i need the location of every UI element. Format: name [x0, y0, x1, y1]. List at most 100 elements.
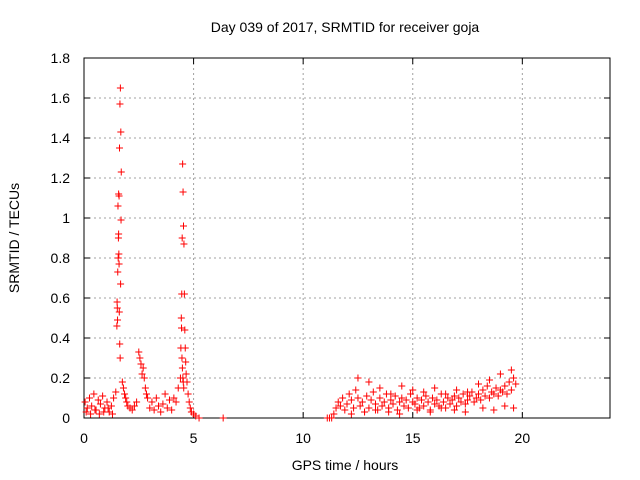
data-point [112, 388, 120, 396]
data-point [378, 402, 386, 410]
data-point [428, 394, 436, 402]
data-point [117, 168, 125, 176]
data-point [437, 404, 445, 412]
data-point [461, 408, 469, 416]
data-point [439, 398, 447, 406]
data-point [339, 394, 347, 402]
y-tick-label: 0 [62, 410, 70, 426]
data-point [219, 414, 227, 422]
data-point [510, 404, 518, 412]
data-point [393, 406, 401, 414]
data-point [431, 400, 439, 408]
data-point [475, 380, 482, 388]
data-point [453, 402, 461, 410]
data-point [492, 384, 500, 392]
data-point [148, 398, 156, 406]
data-point [178, 234, 186, 242]
data-point [444, 394, 452, 402]
data-point [85, 394, 93, 402]
data-point [345, 390, 353, 398]
data-point [503, 390, 511, 398]
x-tick-label: 10 [295, 430, 311, 446]
plot-border [83, 57, 611, 419]
data-point [505, 378, 513, 386]
data-point [420, 402, 428, 410]
data-point [347, 396, 355, 404]
data-point [179, 188, 187, 196]
data-point [470, 398, 478, 406]
data-point [184, 390, 192, 398]
data-point [116, 144, 124, 152]
data-point [341, 406, 349, 414]
x-axis-label: GPS time / hours [292, 457, 399, 473]
data-point [135, 348, 143, 356]
data-point [114, 254, 122, 262]
data-point [91, 406, 99, 414]
data-point [119, 384, 127, 392]
data-point [356, 402, 364, 410]
data-point [485, 376, 493, 384]
data-point [371, 406, 379, 414]
data-point [431, 384, 439, 392]
data-point [464, 388, 472, 396]
data-point [168, 406, 176, 414]
y-tick-label: 1 [62, 210, 70, 226]
data-point [96, 400, 104, 408]
y-tick-label: 1.8 [51, 50, 71, 66]
data-point [426, 408, 434, 416]
data-point [82, 408, 90, 416]
data-point [185, 398, 193, 406]
data-point [371, 400, 379, 408]
x-tick-label: 5 [190, 430, 198, 446]
data-point [178, 364, 186, 372]
data-point [146, 404, 154, 412]
data-point [113, 298, 121, 306]
data-point [398, 394, 406, 402]
data-point [413, 394, 421, 402]
data-point [402, 396, 410, 404]
data-point [123, 398, 131, 406]
data-point [137, 360, 145, 368]
data-point [88, 402, 96, 410]
data-point [442, 390, 450, 398]
data-point [450, 392, 458, 400]
y-tick-label: 1.2 [51, 170, 71, 186]
grid-layer [84, 58, 610, 418]
data-point [114, 234, 122, 242]
data-point [490, 390, 498, 398]
data-point [115, 260, 123, 268]
data-point [113, 304, 121, 312]
data-point [142, 390, 150, 398]
data-point [448, 396, 456, 404]
data-point [113, 322, 121, 330]
data-point [418, 396, 426, 404]
data-point [116, 84, 124, 92]
data-point [404, 404, 412, 412]
data-point [398, 382, 406, 390]
data-point [95, 410, 103, 418]
data-point [117, 216, 125, 224]
data-point [334, 398, 342, 406]
data-point [407, 390, 415, 398]
data-point [477, 396, 485, 404]
data-point [328, 414, 336, 422]
data-point [507, 386, 515, 394]
data-point [152, 394, 160, 402]
data-point [180, 240, 188, 248]
data-point [138, 370, 146, 378]
data-point [336, 402, 344, 410]
data-point [104, 404, 112, 412]
data-point [481, 392, 489, 400]
data-point [81, 398, 89, 406]
data-point [110, 394, 118, 402]
data-point [494, 392, 502, 400]
data-point [479, 404, 487, 412]
data-point [180, 384, 188, 392]
data-point [446, 400, 454, 408]
data-point [178, 324, 186, 332]
y-tick-label: 0.2 [51, 370, 71, 386]
data-point [332, 404, 340, 412]
data-point [99, 392, 107, 400]
y-tick-label: 0.8 [51, 250, 71, 266]
